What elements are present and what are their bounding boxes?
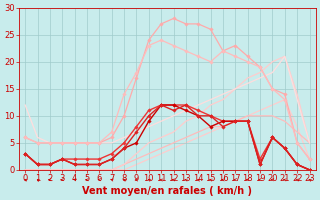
X-axis label: Vent moyen/en rafales ( km/h ): Vent moyen/en rafales ( km/h ) xyxy=(82,186,252,196)
